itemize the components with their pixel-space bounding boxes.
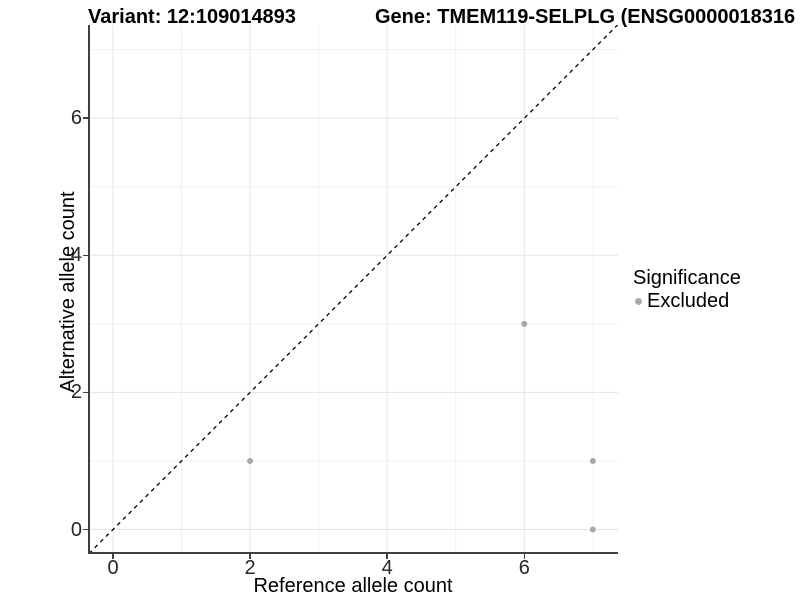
data-point	[589, 457, 596, 464]
x-tick-label: 4	[381, 557, 393, 579]
legend-key-point-icon	[635, 298, 642, 305]
legend-title: Significance	[633, 267, 741, 289]
plot-title-gene: Gene: TMEM119-SELPLG (ENSG0000018316	[375, 6, 796, 28]
y-tick-label: 2	[70, 381, 82, 404]
x-axis-title: Reference allele count	[253, 575, 453, 597]
x-axis-line	[88, 552, 618, 554]
y-tick-label: 0	[70, 518, 82, 541]
y-axis-title: Alternative allele count	[57, 191, 79, 393]
y-tick-mark	[83, 391, 88, 394]
y-tick-mark	[83, 254, 88, 257]
x-tick-mark	[112, 554, 114, 559]
data-point	[589, 526, 596, 533]
x-tick-label: 0	[107, 557, 119, 579]
y-tick-label: 6	[70, 107, 82, 130]
x-tick-label: 2	[244, 557, 256, 579]
data-point	[247, 457, 254, 464]
x-tick-mark	[523, 554, 526, 559]
data-point	[521, 320, 528, 327]
legend-item-excluded: Excluded	[633, 291, 741, 312]
y-tick-label: 4	[70, 244, 82, 267]
legend-item-label: Excluded	[647, 290, 730, 312]
identity-reference-line	[89, 25, 618, 553]
plot-panel	[89, 25, 618, 553]
y-axis-line	[88, 25, 90, 554]
x-tick-label: 6	[518, 557, 530, 579]
x-tick-mark	[386, 554, 388, 559]
y-tick-mark	[83, 528, 88, 531]
y-tick-mark	[83, 117, 88, 119]
legend: Significance Excluded	[633, 268, 741, 312]
plot-title-variant: Variant: 12:109014893	[88, 6, 296, 28]
x-tick-mark	[249, 554, 251, 559]
